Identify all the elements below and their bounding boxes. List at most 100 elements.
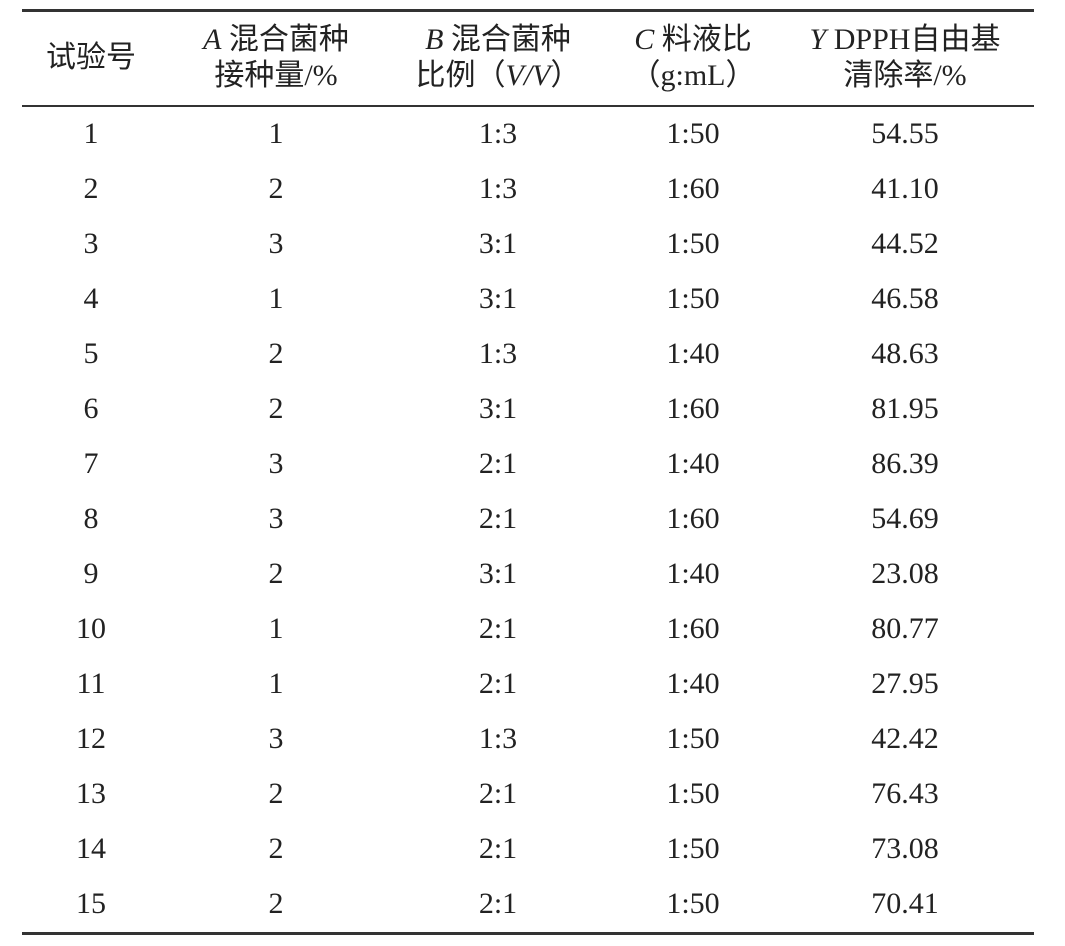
table-row: 15 2 2:1 1:50 70.41 (0, 876, 1065, 931)
table-row: 3 3 3:1 1:50 44.52 (0, 216, 1065, 271)
table-row: 6 2 3:1 1:60 81.95 (0, 381, 1065, 436)
header-text: 混合菌种 (228, 23, 349, 56)
table-cell: 1:50 (666, 887, 720, 920)
header-b-ratio: B 混合菌种 比例（V/V） (416, 22, 581, 98)
table-cell: 9 (83, 557, 99, 590)
table-cell: 1 (83, 117, 99, 150)
table-cell: 2 (268, 337, 284, 370)
table-cell: 1:50 (666, 282, 720, 315)
table-cell: 1:40 (666, 557, 720, 590)
header-text: 清除率/% (843, 59, 967, 92)
table-cell: 48.63 (871, 337, 939, 370)
table-header-rule (22, 105, 1034, 107)
table-cell: 76.43 (871, 777, 939, 810)
table-cell: 2:1 (478, 777, 518, 810)
header-text: DPPH自由基 (833, 23, 1001, 56)
table-cell: 73.08 (871, 832, 939, 865)
table-cell: 2 (268, 832, 284, 865)
table-cell: 1:60 (666, 392, 720, 425)
table-cell: 3:1 (478, 282, 518, 315)
table-cell: 2 (268, 392, 284, 425)
table-row: 9 2 3:1 1:40 23.08 (0, 546, 1065, 601)
table-row: 12 3 1:3 1:50 42.42 (0, 711, 1065, 766)
table-cell: 12 (76, 722, 106, 755)
table-cell: 27.95 (871, 667, 939, 700)
table-cell: 2 (83, 172, 99, 205)
table-cell: 8 (83, 502, 99, 535)
table-cell: 81.95 (871, 392, 939, 425)
table-cell: 2 (268, 777, 284, 810)
table-row: 14 2 2:1 1:50 73.08 (0, 821, 1065, 876)
table-cell: 4 (83, 282, 99, 315)
table-cell: 46.58 (871, 282, 939, 315)
table-cell: 15 (76, 887, 106, 920)
header-text: 料液比 (661, 23, 752, 56)
table-cell: 11 (76, 667, 106, 700)
table-cell: 2:1 (478, 447, 518, 480)
table-cell: 3:1 (478, 557, 518, 590)
table-cell: 1:60 (666, 612, 720, 645)
table-cell: 3 (268, 447, 284, 480)
header-text: 混合菌种 (450, 23, 571, 56)
table-row: 1 1 1:3 1:50 54.55 (0, 106, 1065, 161)
header-var: A (203, 23, 222, 56)
table-cell: 80.77 (871, 612, 939, 645)
table-cell: 1:50 (666, 832, 720, 865)
table-cell: 54.55 (871, 117, 939, 150)
table-cell: 1:50 (666, 722, 720, 755)
header-c-solid-liquid: C 料液比 （g:mL） (631, 22, 756, 98)
table-cell: 2:1 (478, 887, 518, 920)
table-row: 13 2 2:1 1:50 76.43 (0, 766, 1065, 821)
header-text: 接种量/% (214, 59, 338, 92)
header-var: B (425, 23, 444, 56)
table-cell: 1:60 (666, 172, 720, 205)
table-cell: 1:3 (478, 722, 518, 755)
header-text: 试验号 (46, 41, 136, 74)
table-row: 8 3 2:1 1:60 54.69 (0, 491, 1065, 546)
table-cell: 3 (268, 722, 284, 755)
table-row: 11 1 2:1 1:40 27.95 (0, 656, 1065, 711)
table-cell: 1 (268, 667, 284, 700)
header-text: ） (550, 59, 581, 92)
table-cell: 1:3 (478, 117, 518, 150)
header-var: Y (809, 23, 827, 56)
table-cell: 41.10 (871, 172, 939, 205)
table-cell: 7 (83, 447, 99, 480)
table-cell: 10 (76, 612, 106, 645)
table-cell: 1 (268, 612, 284, 645)
table-cell: 6 (83, 392, 99, 425)
table-cell: 2:1 (478, 502, 518, 535)
header-text: 比例（ (415, 59, 506, 92)
table-cell: 70.41 (871, 887, 939, 920)
table-bottom-rule (22, 932, 1034, 935)
table-cell: 1:50 (666, 777, 720, 810)
table-cell: 3 (268, 502, 284, 535)
table-cell: 1:40 (666, 337, 720, 370)
table-cell: 42.42 (871, 722, 939, 755)
table-cell: 1:3 (478, 172, 518, 205)
table-cell: 2 (268, 557, 284, 590)
table-row: 7 3 2:1 1:40 86.39 (0, 436, 1065, 491)
table-cell: 44.52 (871, 227, 939, 260)
table-cell: 2:1 (478, 667, 518, 700)
table-cell: 1:50 (666, 227, 720, 260)
table-cell: 1:3 (478, 337, 518, 370)
table-cell: 3:1 (478, 392, 518, 425)
table-top-rule (22, 9, 1034, 12)
table-cell: 3:1 (478, 227, 518, 260)
table-cell: 23.08 (871, 557, 939, 590)
table-cell: 2 (268, 172, 284, 205)
header-text: V/V (505, 59, 551, 92)
table-cell: 3 (83, 227, 99, 260)
table-cell: 1:40 (666, 447, 720, 480)
table-cell: 13 (76, 777, 106, 810)
header-trial-no: 试验号 (46, 40, 136, 116)
table-cell: 14 (76, 832, 106, 865)
table-row: 4 1 3:1 1:50 46.58 (0, 271, 1065, 326)
header-text: （g:mL） (630, 59, 756, 92)
header-y-dpph: Y DPPH自由基 清除率/% (810, 22, 1001, 98)
table-cell: 1 (268, 117, 284, 150)
table-cell: 1 (268, 282, 284, 315)
table-cell: 54.69 (871, 502, 939, 535)
table-cell: 2:1 (478, 832, 518, 865)
